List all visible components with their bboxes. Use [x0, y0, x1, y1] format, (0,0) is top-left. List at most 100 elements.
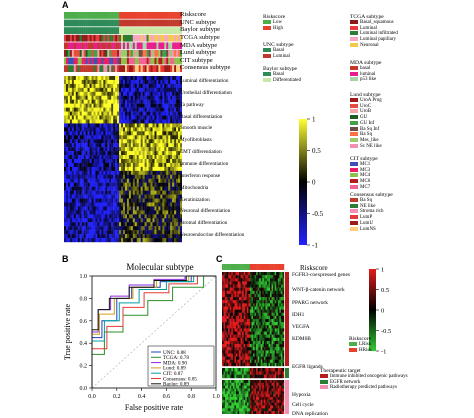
heatmap-cell: [180, 111, 182, 116]
c-heatmap-cell: [246, 306, 249, 310]
heatmap-cell: [75, 174, 78, 179]
heatmap-cell: [140, 87, 143, 93]
heatmap-cell: [119, 115, 122, 120]
pathway-label: Smooth muscle: [180, 125, 213, 132]
c-heatmap-cell: [235, 408, 238, 412]
annotation-cell: [168, 50, 171, 57]
heatmap-cell: [109, 83, 112, 89]
roc-x-tick-label: 0.6: [163, 394, 171, 400]
heatmap-cell: [150, 119, 153, 124]
heatmap-cell: [64, 147, 67, 152]
c-heatmap-cell: [271, 281, 274, 285]
heatmap-cell: [73, 131, 76, 136]
heatmap-cell: [138, 103, 141, 108]
c-heatmap-cell: [271, 297, 274, 301]
heatmap-cell: [144, 226, 147, 231]
c-heatmap-cell: [231, 385, 234, 389]
c-heatmap-cell: [274, 388, 277, 392]
annotation-cell: [77, 34, 80, 42]
heatmap-cell: [150, 214, 153, 219]
annotation-cell: [105, 42, 108, 50]
c-heatmap-cell: [268, 399, 271, 403]
c-risk-cell: [222, 264, 224, 270]
annotation-cell: [95, 19, 98, 27]
annotation-cell: [111, 34, 114, 42]
heatmap-cell: [146, 222, 149, 227]
roc-x-tick-label: 0.0: [88, 394, 96, 400]
heatmap-cell: [115, 222, 118, 227]
heatmap-cell: [67, 214, 71, 219]
heatmap-cell: [99, 107, 102, 112]
c-heatmap-cell: [239, 284, 241, 288]
heatmap-cell: [156, 87, 159, 93]
annotation-cell: [121, 65, 124, 72]
c-heatmap-cell: [280, 356, 283, 360]
c-heatmap-cell: [259, 331, 261, 335]
heatmap-cell: [75, 226, 78, 231]
c-heatmap-cell: [226, 385, 229, 389]
heatmap-cell: [138, 159, 141, 164]
heatmap-cell: [105, 218, 108, 223]
c-heatmap-cell: [249, 347, 252, 351]
heatmap-cell: [81, 222, 84, 227]
c-heatmap-cell: [262, 328, 265, 332]
heatmap-cell: [99, 206, 102, 211]
heatmap-cell: [132, 107, 135, 112]
heatmap-cell: [160, 123, 163, 128]
heatmap-cell: [158, 155, 161, 160]
heatmap-cell: [103, 194, 106, 199]
heatmap-cell: [162, 222, 165, 227]
heatmap-cell: [162, 206, 165, 211]
heatmap-cell: [103, 214, 106, 219]
c-heatmap-cell: [234, 340, 237, 345]
heatmap-cell: [162, 131, 165, 136]
c-heatmap-cell: [245, 397, 247, 401]
heatmap-cell: [164, 95, 167, 100]
c-heatmap-cell: [243, 312, 246, 317]
heatmap-cell: [93, 190, 96, 195]
heatmap-cell: [117, 182, 120, 187]
heatmap-cell: [117, 218, 120, 223]
c-heatmap-cell: [223, 350, 226, 354]
heatmap-cell: [138, 186, 141, 191]
heatmap-cell: [180, 198, 182, 203]
heatmap-cell: [152, 151, 155, 156]
heatmap-cell: [117, 222, 120, 227]
heatmap-cell: [172, 107, 175, 112]
heatmap-cell: [115, 76, 118, 81]
c-heatmap-cell: [231, 391, 234, 395]
heatmap-cell: [128, 107, 132, 112]
heatmap-cell: [107, 123, 110, 128]
c-heatmap-cell: [282, 300, 285, 304]
heatmap-cell: [138, 238, 141, 243]
c-heatmap-cell: [268, 337, 271, 342]
heatmap-cell: [64, 103, 67, 108]
c-heatmap-cell: [237, 397, 240, 401]
heatmap-cell: [152, 123, 155, 128]
c-heatmap-cell: [273, 382, 275, 386]
c-heatmap-cell: [245, 328, 247, 332]
annotation-cell: [119, 50, 122, 57]
c-heatmap-cell: [225, 362, 227, 367]
heatmap-cell: [136, 95, 139, 100]
heatmap-cell: [101, 210, 104, 215]
c-heatmap-cell: [231, 340, 234, 345]
heatmap-cell: [64, 143, 67, 148]
c-heatmap-cell: [270, 374, 272, 379]
c-heatmap-cell: [277, 322, 280, 326]
heatmap-cell: [130, 162, 134, 168]
heatmap-cell: [77, 174, 80, 179]
heatmap-cell: [85, 166, 88, 172]
legend-label: NE like: [360, 203, 376, 209]
annotation-label: Riskscore: [180, 11, 207, 19]
heatmap-cell: [65, 83, 69, 89]
c-heatmap-cell: [260, 328, 263, 332]
heatmap-cell: [150, 107, 153, 112]
heatmap-cell: [138, 226, 141, 231]
c-heatmap-cell: [235, 353, 238, 357]
heatmap-cell: [168, 190, 171, 195]
c-heatmap-cell: [251, 382, 254, 386]
c-heatmap-cell: [235, 312, 238, 317]
heatmap-cell: [150, 234, 153, 239]
heatmap-cell: [162, 139, 165, 144]
